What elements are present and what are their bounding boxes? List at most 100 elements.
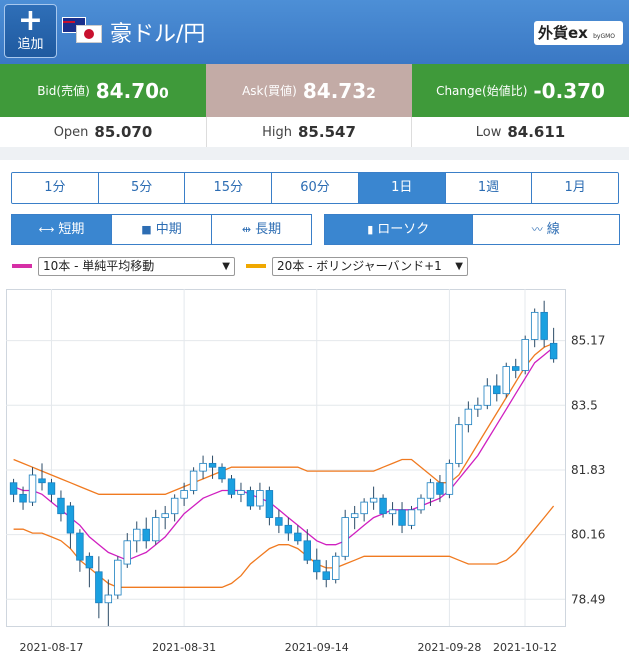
candle-body (275, 517, 283, 526)
tab-period-1week[interactable]: 1週 (445, 173, 533, 203)
candle-body (303, 540, 312, 561)
candle-body (502, 366, 510, 395)
candle (133, 521, 141, 553)
open-stat: Open 85.070 (0, 117, 206, 147)
brand-logo: 外貨ex byGMO (534, 21, 623, 45)
tab-term-long[interactable]: ⇹ 長期 (212, 215, 311, 244)
candle (360, 498, 368, 522)
candle (502, 362, 510, 398)
long-range-icon: ⇹ (241, 223, 252, 236)
candle (474, 397, 482, 417)
candle (322, 560, 330, 588)
tab-period-15min[interactable]: 15分 (185, 173, 273, 203)
candle-body (521, 339, 529, 371)
line-chart-icon: 〰 (531, 223, 543, 236)
candle-body (95, 571, 103, 604)
currency-flags (62, 15, 104, 45)
bid-quote[interactable]: Bid(売値) 84.700 (0, 64, 206, 117)
tab-type-candle[interactable]: ▮ ローソク (325, 215, 473, 244)
candle (512, 358, 520, 379)
candle (256, 482, 264, 510)
candle-body (123, 540, 131, 565)
bollinger-lower-line (13, 505, 555, 588)
y-tick-label: 80.16 (571, 528, 605, 542)
tab-period-1day[interactable]: 1日 (358, 173, 446, 203)
candles (9, 300, 558, 626)
y-tick-label: 78.49 (571, 592, 605, 606)
tab-period-1min[interactable]: 1分 (12, 173, 99, 203)
candle (350, 505, 359, 530)
period-tabs: 1分 5分 15分 60分 1日 1週 1月 (11, 172, 619, 204)
low-label: Low (475, 124, 502, 140)
candle-body (398, 509, 406, 526)
chart-type-tabs: ▮ ローソク 〰線 (324, 214, 620, 245)
high-stat: High 85.547 (206, 117, 412, 147)
candle (493, 374, 501, 402)
candle (85, 552, 94, 588)
chevron-down-icon: ▼ (222, 260, 230, 272)
candle (549, 327, 558, 363)
candle (227, 474, 236, 499)
candle (66, 502, 75, 549)
candle-body (114, 559, 122, 596)
candle-body (76, 532, 84, 561)
bb-select[interactable]: 20本 - ボリンジャーバンド+1 ▼ (272, 256, 468, 276)
ask-quote[interactable]: Ask(買値) 84.732 (206, 64, 412, 117)
candle-body (38, 478, 46, 484)
candle (284, 517, 293, 541)
candle (104, 579, 113, 626)
candle (341, 509, 349, 561)
candle (369, 486, 378, 510)
tab-period-60min[interactable]: 60分 (272, 173, 359, 203)
candle (189, 467, 198, 495)
candle-body (161, 513, 169, 518)
candle (294, 525, 302, 545)
candle (436, 474, 444, 503)
candle-body (151, 517, 160, 542)
candle (47, 478, 56, 503)
ma-select[interactable]: 10本 - 単純平均移動 ▼ (38, 256, 235, 276)
candle (483, 378, 492, 410)
candle (114, 556, 122, 599)
candle-body (530, 311, 539, 340)
candle (151, 509, 160, 545)
japan-flag-icon (76, 25, 102, 43)
bid-value-tail: 0 (159, 85, 169, 102)
candle-body (66, 505, 75, 534)
ask-value-tail: 2 (366, 85, 376, 102)
candle (208, 455, 217, 479)
x-axis: 2021-08-17 2021-08-31 2021-09-14 2021-09-28… (20, 641, 557, 654)
candle-body (322, 571, 330, 580)
tab-type-line[interactable]: 〰線 (472, 215, 619, 244)
candlestick-icon: ▮ (367, 223, 374, 236)
tab-period-5min[interactable]: 5分 (98, 173, 186, 203)
y-tick-label: 81.83 (571, 463, 605, 477)
candle (530, 308, 539, 348)
open-label: Open (53, 124, 89, 140)
candle (313, 548, 321, 580)
candle-body (369, 497, 378, 503)
candle-body (28, 474, 37, 503)
candle-body (57, 497, 65, 515)
x-tick-label: 2021-08-17 (20, 641, 84, 654)
tab-term-short[interactable]: ⟷ 短期 (12, 215, 112, 244)
candle-body (331, 555, 340, 580)
add-button[interactable]: + 追加 (4, 4, 57, 58)
chevron-down-icon: ▼ (455, 260, 463, 272)
candle-body (47, 482, 56, 495)
candle-body (265, 490, 274, 518)
candle-body (445, 462, 454, 495)
y-tick-label: 83.5 (571, 398, 598, 412)
candle-body (379, 497, 387, 515)
change-value: -0.370 (533, 78, 605, 103)
candle (426, 478, 435, 506)
x-tick-label: 2021-08-31 (152, 641, 216, 654)
tab-period-1month[interactable]: 1月 (532, 173, 618, 203)
add-button-label: 追加 (17, 37, 44, 52)
candle (170, 494, 179, 522)
candle (180, 482, 188, 506)
tab-term-medium[interactable]: ■ 中期 (112, 215, 212, 244)
candle-body (294, 532, 302, 542)
